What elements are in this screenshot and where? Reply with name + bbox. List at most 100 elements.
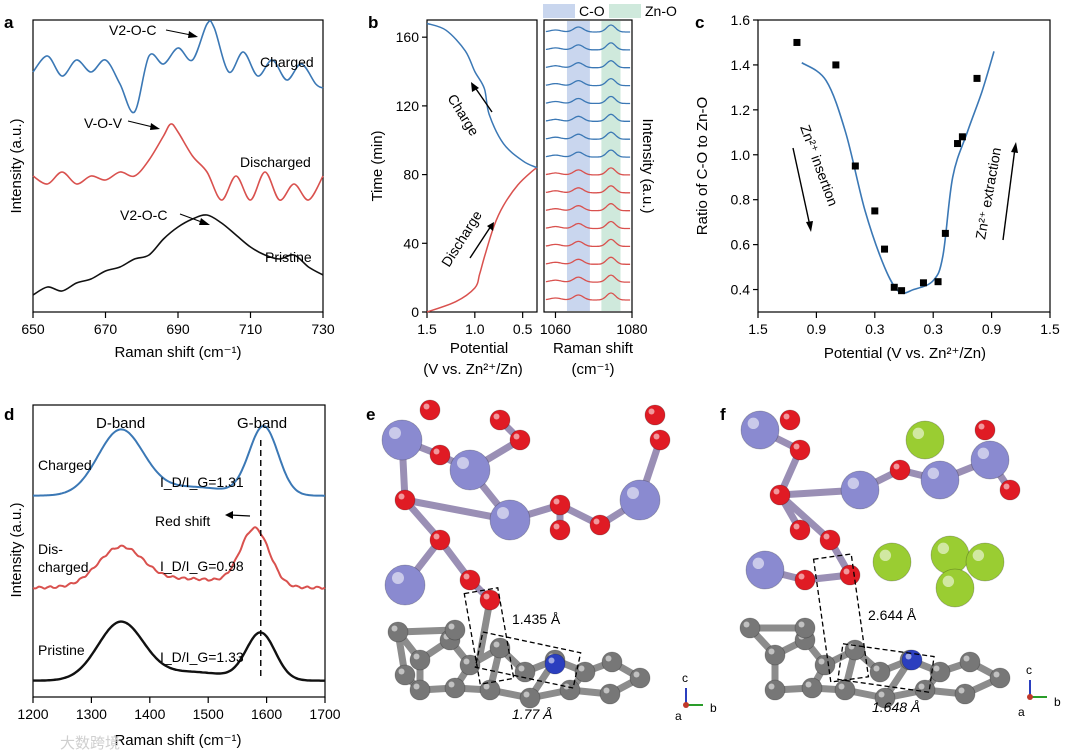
- oxygen-atom-highlight: [773, 488, 780, 495]
- ratio-charged-d: I_D/I_G=1.31: [160, 474, 244, 490]
- data-point-c: [898, 287, 906, 295]
- carbon-atom-highlight: [578, 665, 585, 672]
- oxygen-atom: [459, 569, 481, 591]
- y-tick-label-b: 0: [411, 304, 419, 320]
- panel-e: e 1.435 Å 1.77 Å c a b: [366, 399, 717, 723]
- oxygen-atom: [394, 489, 416, 511]
- zinc-atom-highlight: [879, 549, 892, 562]
- oxygen-atom: [769, 484, 791, 506]
- axis-c-f: c: [1026, 663, 1032, 677]
- carbon-atom-highlight: [798, 621, 805, 628]
- y-tick-label-c: 1.4: [731, 57, 751, 73]
- carbon-atom-highlight: [805, 681, 812, 688]
- extraction-arrow: [1002, 147, 1016, 241]
- oxygen-atom-highlight: [398, 493, 405, 500]
- oxygen-atom: [889, 459, 911, 481]
- ring-box-e: [474, 631, 582, 689]
- ratio-pristine-d: I_D/I_G=1.33: [160, 649, 244, 665]
- carbon-atom: [914, 679, 936, 701]
- oxygen-atom-highlight: [893, 463, 900, 470]
- curves-a: [32, 20, 324, 296]
- oxygen-atom: [644, 404, 666, 426]
- oxygen-atom: [509, 429, 531, 451]
- raman-trace-b: [545, 77, 631, 87]
- x-tick-label-d: 1600: [251, 706, 282, 722]
- zinc-atom: [872, 542, 912, 582]
- oxygen-atom: [429, 529, 451, 551]
- ratio-discharged-d: I_D/I_G=0.98: [160, 558, 244, 574]
- y-axis-label-b-right: Intensity (a.u.): [639, 118, 656, 213]
- discharge-arrow: [469, 225, 492, 259]
- panel-letter-f: f: [720, 405, 726, 424]
- oxygen-atom-highlight: [483, 593, 490, 600]
- watermark: 大数跨境: [60, 734, 120, 752]
- x-tick-label-a: 650: [21, 321, 45, 337]
- oxygen-atom: [794, 569, 816, 591]
- raman-trace-b: [545, 238, 631, 248]
- raman-trace-b: [545, 149, 631, 158]
- curves-d: [32, 424, 326, 682]
- oxygen-atom: [779, 409, 801, 431]
- y-tick-label-c: 1.2: [731, 102, 751, 118]
- carbon-atom-highlight: [633, 671, 640, 678]
- carbon-atom: [394, 664, 416, 686]
- annotation-pristine-a: V2-O-C: [120, 207, 167, 223]
- vanadium-atom: [384, 564, 426, 606]
- annotation-charged-a: V2-O-C: [109, 22, 156, 38]
- d-band-label: D-band: [96, 415, 145, 432]
- curve-b-discharge: [426, 167, 538, 313]
- oxygen-atom-highlight: [433, 533, 440, 540]
- zinc-atom: [965, 542, 1005, 582]
- raman-trace-b: [545, 24, 631, 33]
- carbon-atom: [387, 621, 409, 643]
- carbon-atom-highlight: [523, 691, 530, 698]
- red-shift-arrowhead: [225, 511, 233, 519]
- panel-letter-e: e: [366, 405, 375, 424]
- nitrogen-atom-highlight: [548, 657, 555, 664]
- carbon-atom-highlight: [413, 653, 420, 660]
- carbon-atom-highlight: [838, 683, 845, 690]
- vanadium-atom: [970, 440, 1010, 480]
- label-charged-a: Charged: [260, 54, 314, 70]
- carbon-atom-highlight: [463, 658, 470, 665]
- discharge-arrowhead: [487, 222, 494, 231]
- legend-co: C-O: [579, 3, 605, 19]
- arrowhead-charged-a: [188, 31, 198, 38]
- ticks-b-left: 0 40 80 120 160 1.5 1.0 0.5: [396, 29, 533, 337]
- plot-frame-c: [757, 19, 1051, 313]
- bond-box-f: [812, 553, 870, 683]
- y-tick-label-b: 40: [403, 235, 419, 251]
- carbon-atom-highlight: [605, 655, 612, 662]
- oxygen-atom: [819, 529, 841, 551]
- curve-a-pristine: [32, 214, 324, 296]
- carbon-atom-highlight: [768, 648, 775, 655]
- molecular-structure-e: [381, 399, 671, 709]
- curve-a-discharged: [32, 123, 324, 201]
- carbon-atom-highlight: [603, 687, 610, 694]
- legend-swatch-zno: [609, 4, 641, 18]
- raman-trace-b: [545, 220, 631, 230]
- label-discharged-d-1: Dis-: [38, 541, 63, 557]
- vanadium-atom-highlight: [627, 487, 639, 499]
- carbon-atom-highlight: [518, 665, 525, 672]
- carbon-atom: [599, 683, 621, 705]
- vanadium-atom: [745, 550, 785, 590]
- vanadium-atom: [840, 470, 880, 510]
- vanadium-atom-highlight: [392, 572, 404, 584]
- label-pristine-a: Pristine: [265, 249, 312, 265]
- x-tick-label-b-left: 1.5: [417, 321, 437, 337]
- carbon-atom-highlight: [493, 641, 500, 648]
- insertion-arrow: [792, 147, 811, 227]
- x-tick-label-c: 0.9: [807, 321, 827, 337]
- axis-a-f: a: [1018, 705, 1025, 719]
- zinc-atom-highlight: [972, 549, 985, 562]
- panel-b: b C-O Zn-O 0 40 80 120 160 1.5 1.0 0.5 Time (mi…: [368, 3, 677, 378]
- oxygen-atom-highlight: [843, 568, 850, 575]
- x-tick-label-c: 0.3: [865, 321, 885, 337]
- co-band: [566, 21, 590, 311]
- oxygen-atom-highlight: [433, 448, 440, 455]
- x-axis-label-b-left-2: (V vs. Zn²⁺/Zn): [423, 361, 523, 378]
- ticks-b-right: 1060 1080: [540, 312, 648, 337]
- red-shift-label: Red shift: [155, 513, 210, 529]
- nitrogen-atom: [901, 649, 923, 671]
